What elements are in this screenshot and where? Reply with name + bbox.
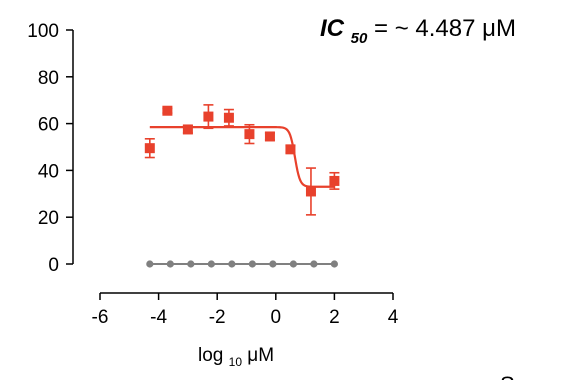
data-point: [146, 260, 154, 268]
y-tick-label: 80: [38, 68, 59, 89]
x-axis-label-subscript: 10: [229, 355, 243, 369]
x-axis: -6 -4 -2 0 2 4: [92, 292, 399, 328]
y-axis: 0 20 40 60 80 100: [27, 21, 74, 276]
data-point: [285, 144, 296, 155]
data-point: [289, 260, 297, 268]
y-tick-label: 60: [38, 115, 59, 136]
data-point: [244, 129, 255, 140]
x-axis-label-base: log: [198, 345, 223, 366]
data-point: [162, 105, 173, 116]
x-tick-label: -6: [92, 307, 109, 328]
data-point: [207, 260, 215, 268]
data-point: [223, 112, 234, 123]
data-point: [305, 186, 316, 197]
x-tick-label: -4: [150, 307, 167, 328]
ic50-label: IC: [320, 15, 345, 42]
data-point: [269, 260, 277, 268]
y-tick-label: 100: [27, 21, 59, 42]
data-point: [264, 131, 275, 142]
y-tick-label: 40: [38, 161, 59, 182]
x-tick-label: 2: [329, 307, 340, 328]
ic50-value: = ~ 4.487 μM: [374, 15, 516, 42]
data-point: [310, 260, 318, 268]
data-point: [144, 143, 155, 154]
ic50-subscript: 50: [351, 30, 368, 47]
data-point: [203, 111, 214, 122]
x-tick-label: 0: [271, 307, 282, 328]
cutoff-text: Sup: [500, 372, 539, 380]
y-tick-label: 20: [38, 208, 59, 229]
x-tick-label: -2: [209, 307, 226, 328]
data-point: [182, 124, 193, 135]
data-point: [166, 260, 174, 268]
x-axis-label: log 10 μM: [198, 345, 274, 371]
data-point: [187, 260, 195, 268]
series-layer: [144, 104, 340, 268]
data-point: [330, 260, 338, 268]
fit-curve: [149, 126, 335, 188]
ic50-annotation: IC 50 = ~ 4.487 μM: [320, 15, 516, 49]
x-axis-label-unit: μM: [247, 345, 274, 366]
x-tick-label: 4: [388, 307, 399, 328]
data-point: [329, 175, 340, 186]
y-tick-label: 0: [48, 255, 59, 276]
data-point: [228, 260, 236, 268]
data-point: [248, 260, 256, 268]
